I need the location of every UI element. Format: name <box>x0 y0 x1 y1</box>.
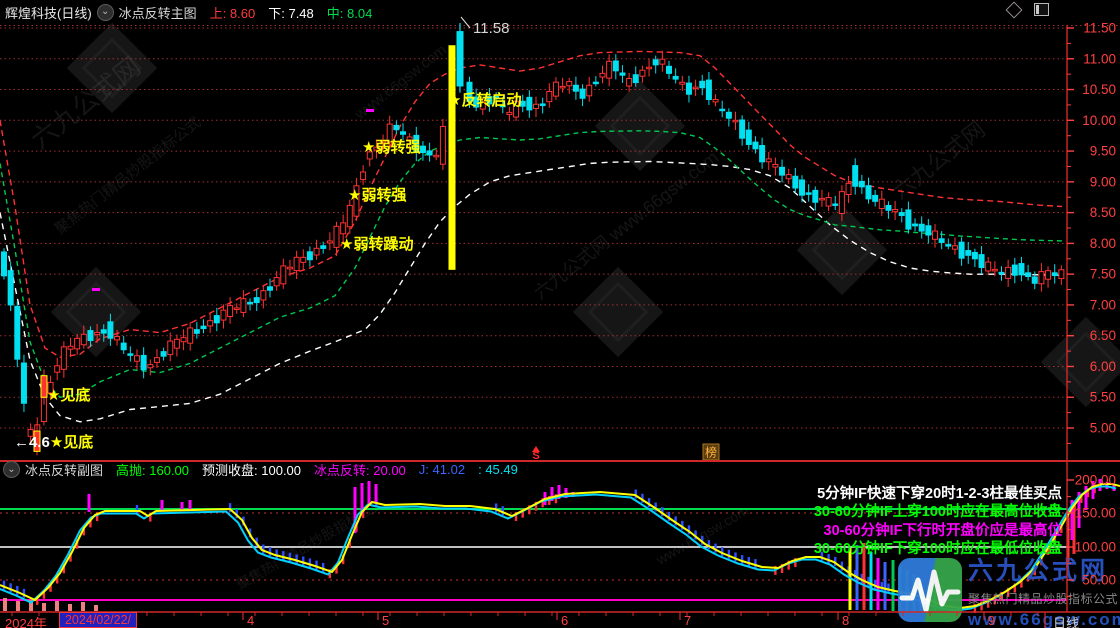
x-axis-year-label: 2024年 <box>5 616 47 628</box>
window-pane-icon[interactable] <box>1034 3 1049 16</box>
date-cell[interactable]: 2024/02/22/四 <box>59 612 137 628</box>
chevron-down-icon[interactable]: ⌄ <box>96 3 114 21</box>
indicator-name[interactable]: 冰点反转主图 <box>118 5 197 21</box>
brand-url: www.66gsw.com <box>968 610 1120 628</box>
sub-chart-annotation: 30-60分钟IF下行时开盘价应是最高位 <box>824 521 1063 539</box>
stock-title[interactable]: 辉煌科技(日线) <box>5 5 92 21</box>
chevron-down-icon[interactable]: ⌄ <box>3 461 20 478</box>
candles <box>1 23 1065 456</box>
chart-annotation: ★弱转躁动 <box>340 235 413 253</box>
chart-annotation: ←4.6★见底 <box>14 433 93 451</box>
chart-annotation: ★反转启动 <box>448 91 521 109</box>
rank-badge: 榜 <box>705 445 717 460</box>
sub-value-j: J: 41.02 <box>418 462 466 477</box>
sub-chart-annotation: 30-60分钟IF上穿100时应在最高位收盘 <box>814 502 1063 520</box>
diamond-icon[interactable] <box>1005 1 1023 18</box>
svg-text:聚焦热门精品炒股指标公式: 聚焦热门精品炒股指标公式 <box>52 114 204 238</box>
main-chart-header: 辉煌科技(日线) ⌄ 冰点反转主图 上: 8.60 下: 7.48 中: 8.0… <box>0 0 1120 24</box>
value-lower: 下: 7.48 <box>268 5 314 21</box>
x-axis-month-label: 6 <box>561 613 569 628</box>
sell-marker: S <box>532 450 539 462</box>
value-upper: 上: 8.60 <box>209 5 256 21</box>
sub-value-forecast: 预测收盘: 100.00 <box>202 463 302 478</box>
chart-annotation: ★弱转强 <box>362 138 420 156</box>
x-axis-month-label: 9 <box>988 613 996 628</box>
sub-chart-header: ⌄ 冰点反转副图 高抛: 160.00 预测收盘: 100.00 冰点反转: 2… <box>0 461 1120 478</box>
brand-tagline: 聚焦热门精品炒股指标公式 <box>968 592 1119 606</box>
x-axis-bar: 2024年 2024/02/22/四 4 5 6 7 8 9 日线 <box>0 612 1120 628</box>
sub-chart-annotation: 30-60分钟IF下穿100时应在最低位收盘 <box>814 539 1063 557</box>
watermark-brand: 六九公式网 聚焦热门精品炒股指标公式 www.66gsw.com <box>888 556 1120 628</box>
sub-value-gaopao: 高抛: 160.00 <box>116 463 190 478</box>
value-mid: 中: 8.04 <box>326 5 373 21</box>
period-label[interactable]: 日线 <box>1053 616 1080 628</box>
high-price-label: 11.58 <box>473 20 509 37</box>
chart-annotation: ★见底 <box>47 386 90 404</box>
x-axis-month-label: 7 <box>684 613 692 628</box>
brand-name: 六九公式网 <box>968 557 1109 585</box>
chart-annotation: ★弱转强 <box>348 186 406 204</box>
sub-indicator-name[interactable]: 冰点反转副图 <box>25 463 104 478</box>
svg-text:六九公式网: 六九公式网 <box>888 117 990 204</box>
sub-value-bingdian: 冰点反转: 20.00 <box>314 463 406 478</box>
sub-chart-annotation: 5分钟IF快速下穿20时1-2-3柱最佳买点 <box>817 484 1062 502</box>
x-axis-month-label: 8 <box>842 613 850 628</box>
x-axis-month-label: 4 <box>247 613 255 628</box>
sub-value-extra: : 45.49 <box>478 462 518 477</box>
x-axis-month-label: 5 <box>382 613 390 628</box>
